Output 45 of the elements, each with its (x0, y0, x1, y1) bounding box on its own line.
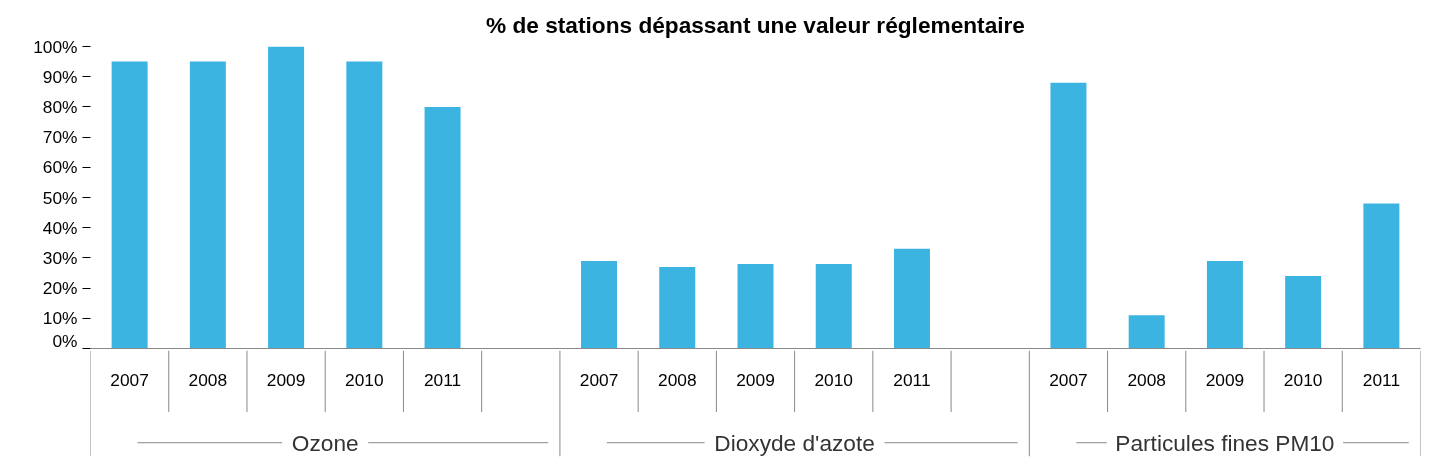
y-tick-label: 30% (42, 247, 78, 268)
bar (1206, 260, 1243, 349)
x-tick-label: 2011 (1362, 370, 1401, 391)
chart-title: % de stations dépassant une valeur réglementaire (486, 11, 1025, 38)
x-tick-label: 2007 (579, 370, 619, 391)
y-tick-label: 100% (33, 36, 78, 57)
y-tick-label: 50% (42, 187, 78, 208)
x-tick-label: 2008 (1127, 370, 1166, 391)
y-tick-label: 70% (42, 127, 78, 148)
y-tick-label: 0% (52, 330, 78, 351)
bar (424, 106, 461, 349)
text: Dioxyde d'azote (714, 429, 875, 456)
x-tick-label: 2010 (1283, 370, 1323, 391)
x-tick-label: 2008 (657, 370, 697, 391)
bar (111, 61, 148, 349)
y-tick-label: 40% (42, 217, 78, 238)
bar (1050, 82, 1087, 349)
text: Ozone (291, 429, 359, 456)
bar (268, 46, 305, 349)
text: Particules fines PM10 (1115, 429, 1335, 456)
y-tick-label: 20% (42, 278, 78, 299)
bar (1363, 203, 1400, 349)
bar (737, 263, 774, 349)
y-tick-label: 80% (42, 96, 78, 117)
bar (581, 260, 618, 349)
x-tick-label: 2007 (1049, 370, 1088, 391)
x-tick-label: 2009 (266, 370, 306, 391)
bar (189, 61, 226, 349)
bar (1128, 315, 1165, 349)
bar (659, 266, 696, 349)
bar (893, 248, 930, 349)
x-tick-label: 2009 (1205, 370, 1245, 391)
y-tick-label: 90% (42, 66, 78, 87)
x-tick-label: 2008 (188, 370, 228, 391)
y-tick-label: 10% (42, 308, 78, 329)
x-tick-label: 2009 (736, 370, 775, 391)
y-tick-label: 60% (42, 157, 78, 178)
x-tick-label: 2011 (423, 370, 462, 391)
bar (815, 263, 852, 349)
x-tick-label: 2010 (345, 370, 384, 391)
x-tick-label: 2011 (893, 370, 931, 391)
x-tick-label: 2007 (110, 370, 149, 391)
bar (346, 61, 383, 349)
x-tick-label: 2010 (814, 370, 854, 391)
bar (1285, 276, 1322, 349)
